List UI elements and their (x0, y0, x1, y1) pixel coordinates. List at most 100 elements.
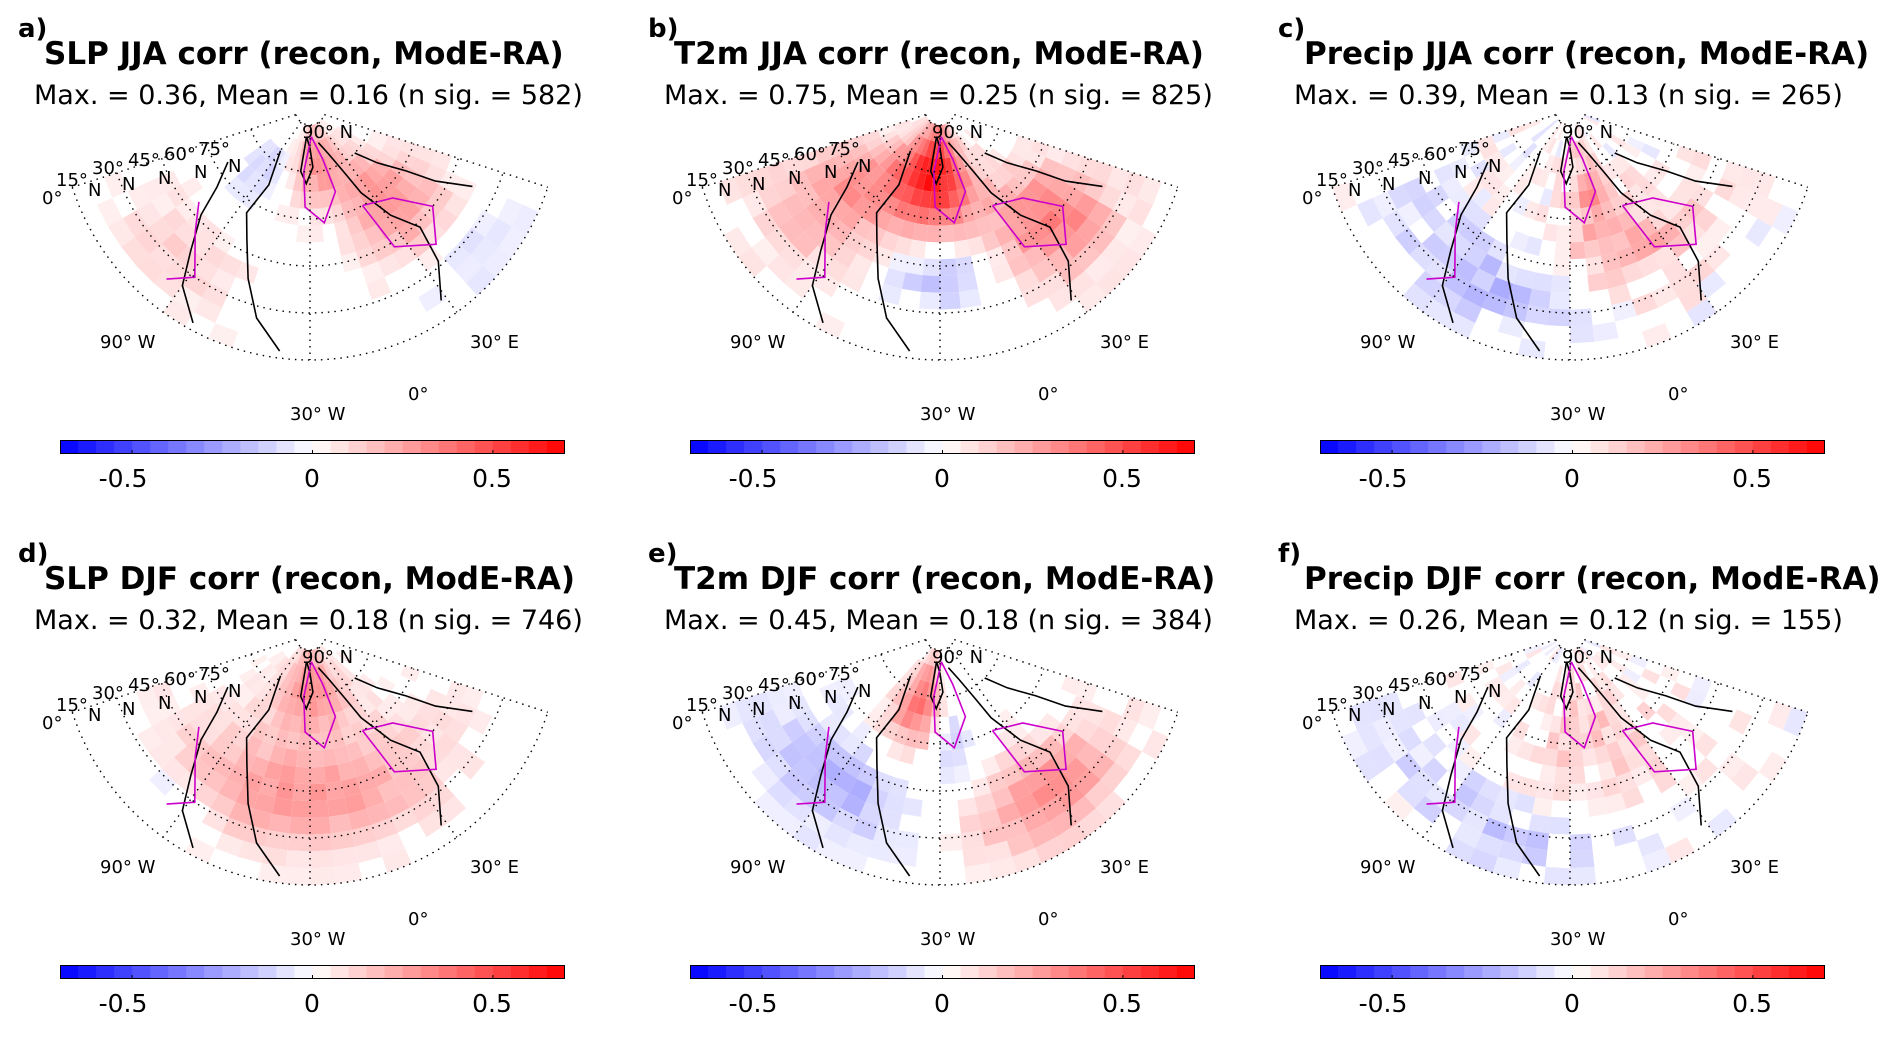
correlation-cell (1594, 674, 1609, 692)
correlation-cell (980, 195, 998, 216)
correlation-cell (930, 124, 937, 142)
colorbar-swatch (1716, 965, 1736, 979)
correlation-cell (751, 237, 780, 267)
correlation-cell (916, 120, 930, 134)
correlation-cell (1000, 239, 1023, 262)
correlation-cell (1492, 856, 1522, 880)
correlation-cell (1772, 204, 1799, 235)
correlation-cell (899, 710, 915, 730)
colorbar-swatch (294, 965, 313, 979)
panel-letter: a) (18, 14, 48, 44)
colorbar-swatch (1662, 440, 1682, 454)
colorbar-tick-label: 0 (304, 989, 320, 1018)
correlation-cell (366, 802, 392, 825)
correlation-cell (1541, 641, 1557, 651)
longitude-line (954, 638, 1179, 713)
correlation-cell (1578, 715, 1591, 734)
correlation-cell (320, 645, 334, 659)
panel-title: SLP JJA corr (recon, ModE-RA) (44, 36, 564, 72)
map-coordinate-label: 30° E (470, 857, 519, 878)
correlation-cell (1603, 181, 1620, 201)
correlation-cell (303, 124, 309, 142)
significance-contour (991, 197, 1067, 248)
correlation-cell (163, 298, 194, 327)
correlation-cell (1011, 143, 1031, 160)
correlation-cell (149, 243, 177, 271)
colorbar-swatch (312, 440, 332, 454)
correlation-cell (1549, 190, 1562, 209)
correlation-cell (814, 145, 835, 164)
correlation-cell (1513, 792, 1536, 814)
correlation-cell (1604, 267, 1627, 289)
colorbar-swatch (150, 965, 169, 979)
correlation-cell (189, 712, 212, 735)
correlation-cell (333, 128, 350, 143)
longitude-line (701, 113, 926, 188)
colorbar-swatch (1176, 965, 1195, 979)
correlation-cell (232, 183, 252, 204)
correlation-cell (764, 752, 792, 780)
correlation-cell (1737, 166, 1760, 192)
correlation-cell (1535, 781, 1555, 801)
correlation-cell (915, 137, 928, 155)
correlation-cell (1677, 176, 1700, 198)
longitude-line (162, 646, 302, 838)
correlation-cell (909, 239, 927, 259)
colorbar-swatch (1320, 440, 1339, 454)
correlation-cell (1075, 742, 1102, 769)
colorbar (60, 965, 565, 979)
correlation-cells (718, 116, 1162, 339)
correlation-cell (296, 225, 310, 243)
map-coordinate-label: N (228, 681, 241, 702)
colorbar-swatch (1500, 440, 1519, 454)
correlation-cell (1054, 163, 1077, 185)
correlation-cell (1496, 690, 1515, 709)
panel-stats: Max. = 0.39, Mean = 0.13 (n sig. = 265) (1294, 80, 1843, 111)
correlation-cell (882, 720, 900, 741)
map-coordinate-label: 30° W (290, 929, 346, 950)
correlation-cell (964, 863, 992, 884)
correlation-cell (1074, 193, 1099, 218)
correlation-cell (1590, 694, 1604, 714)
correlation-cell (988, 171, 1007, 190)
correlation-cell (907, 658, 922, 675)
correlation-cell (973, 181, 990, 201)
correlation-cell (353, 678, 371, 696)
correlation-cell (158, 170, 181, 193)
colorbar-swatch (1626, 440, 1646, 454)
correlation-cell (342, 142, 359, 159)
correlation-cell (1511, 176, 1529, 196)
correlation-cell (915, 731, 930, 751)
colorbar-swatch (1158, 965, 1178, 979)
correlation-cell (1341, 729, 1368, 760)
panel-stats: Max. = 0.75, Mean = 0.25 (n sig. = 825) (664, 80, 1213, 111)
correlation-cell (1653, 769, 1678, 794)
correlation-cell (243, 171, 262, 190)
correlation-cell (1608, 283, 1632, 306)
correlation-cell (1453, 297, 1482, 324)
correlation-cell (313, 124, 320, 142)
correlation-cell (283, 154, 295, 173)
correlation-cell (1449, 187, 1472, 210)
correlation-cell (158, 695, 181, 718)
correlation-cell (281, 660, 295, 678)
correlation-cell (953, 239, 971, 259)
map-coordinate-label: 90° N (1562, 647, 1613, 668)
correlation-cell (383, 693, 404, 713)
colorbar-swatch (942, 965, 962, 979)
colorbar-swatch (258, 965, 277, 979)
correlation-cell (1528, 691, 1544, 710)
correlation-cell (907, 677, 921, 695)
correlation-cell (336, 166, 352, 185)
coastline (1505, 675, 1542, 877)
correlation-cell (862, 203, 883, 225)
correlation-cell (279, 713, 293, 732)
correlation-cell (334, 220, 351, 240)
correlation-cell (270, 653, 287, 668)
map-coordinate-label: 30° W (290, 404, 346, 425)
correlation-cell (734, 696, 758, 723)
correlation-cell (781, 193, 806, 218)
colorbar-swatch (852, 440, 871, 454)
correlation-cell (269, 745, 286, 765)
correlation-cell (311, 124, 317, 142)
